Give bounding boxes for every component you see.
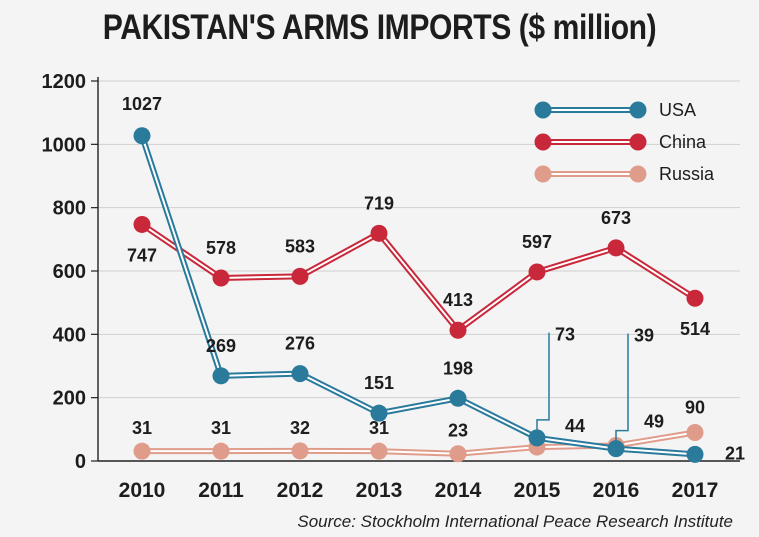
x-tick-label: 2010: [119, 479, 166, 502]
y-tick-label: 1000: [42, 134, 87, 156]
data-label: 151: [364, 373, 394, 393]
legend-marker: [629, 133, 647, 151]
data-label: 31: [132, 418, 152, 438]
data-point: [528, 429, 546, 447]
legend-marker: [534, 101, 552, 119]
y-tick-label: 600: [53, 261, 86, 283]
data-point: [133, 127, 151, 145]
data-label: 276: [285, 334, 315, 354]
data-label: 269: [206, 336, 236, 356]
chart-title: PAKISTAN'S ARMS IMPORTS ($ million): [102, 8, 657, 47]
data-label: 413: [443, 290, 473, 310]
data-point: [212, 442, 230, 460]
data-point: [449, 445, 467, 463]
data-point: [528, 263, 546, 281]
data-label: 673: [601, 208, 631, 228]
data-point: [449, 321, 467, 339]
data-label: 578: [206, 238, 236, 258]
data-point: [291, 365, 309, 383]
legend-label: China: [659, 132, 707, 152]
series-line-inner: [141, 223, 696, 332]
data-point: [133, 215, 151, 233]
data-label: 31: [369, 418, 389, 438]
data-point: [291, 442, 309, 460]
data-label: 597: [522, 232, 552, 252]
data-label: 49: [644, 411, 664, 431]
legend-item-usa: USA: [534, 100, 696, 120]
x-tick-label: 2011: [198, 479, 244, 502]
data-label: 747: [127, 245, 157, 265]
data-label: 719: [364, 193, 394, 213]
series-usa: [133, 127, 704, 463]
series-line-inner: [141, 135, 696, 456]
legend-marker: [629, 101, 647, 119]
legend: USA China Russia: [534, 100, 715, 184]
gridlines: [98, 80, 740, 399]
legend-marker: [534, 133, 552, 151]
y-tick-label: 400: [53, 324, 86, 346]
data-point: [291, 267, 309, 285]
x-tick-label: 2014: [435, 479, 482, 502]
data-point: [686, 289, 704, 307]
x-tick-label: 2017: [672, 479, 719, 502]
data-point: [686, 424, 704, 441]
legend-item-china: China: [534, 132, 707, 152]
source-note: Source: Stockholm International Peace Re…: [297, 512, 733, 531]
data-label: 73: [555, 325, 575, 345]
y-tick-label: 1200: [42, 71, 87, 93]
data-point: [607, 440, 625, 458]
data-label: 32: [290, 418, 310, 438]
legend-label: USA: [659, 100, 696, 120]
callout-leader: [615, 333, 629, 441]
data-point: [212, 269, 230, 287]
series: [133, 127, 704, 463]
data-label: 583: [285, 236, 315, 256]
data-label: 21: [725, 443, 745, 463]
data-label: 23: [448, 421, 468, 441]
data-point: [370, 442, 388, 460]
data-label: 198: [443, 358, 473, 378]
data-point: [449, 389, 467, 407]
data-point: [133, 442, 151, 460]
data-label: 90: [685, 398, 705, 418]
x-tick-label: 2012: [277, 479, 324, 502]
callout-leader: [536, 332, 550, 430]
y-tick-label: 200: [53, 388, 86, 410]
series-china: [133, 215, 704, 339]
data-label: 31: [211, 418, 231, 438]
legend-marker: [629, 165, 647, 183]
data-point: [370, 224, 388, 242]
data-labels: 1027 269 276 151 198 73 39 21 747 578 583 719 413 597…: [122, 94, 745, 464]
data-point: [212, 367, 230, 385]
y-tick-label: 0: [75, 451, 86, 473]
legend-marker: [534, 165, 552, 183]
data-point: [607, 239, 625, 257]
y-tick-label: 800: [53, 198, 86, 220]
legend-label: Russia: [659, 164, 715, 184]
data-label: 1027: [122, 94, 162, 114]
data-point: [370, 404, 388, 422]
x-tick-label: 2015: [514, 479, 561, 502]
axes: 0 200 400 600 800 1000 1200 2010 2011 2012 2013 201…: [42, 71, 740, 502]
data-point: [686, 445, 704, 463]
data-label: 39: [634, 326, 654, 346]
x-tick-label: 2013: [356, 479, 403, 502]
legend-item-russia: Russia: [534, 164, 715, 184]
x-tick-label: 2016: [593, 479, 640, 502]
data-label: 514: [680, 319, 710, 339]
data-label: 44: [565, 416, 585, 436]
